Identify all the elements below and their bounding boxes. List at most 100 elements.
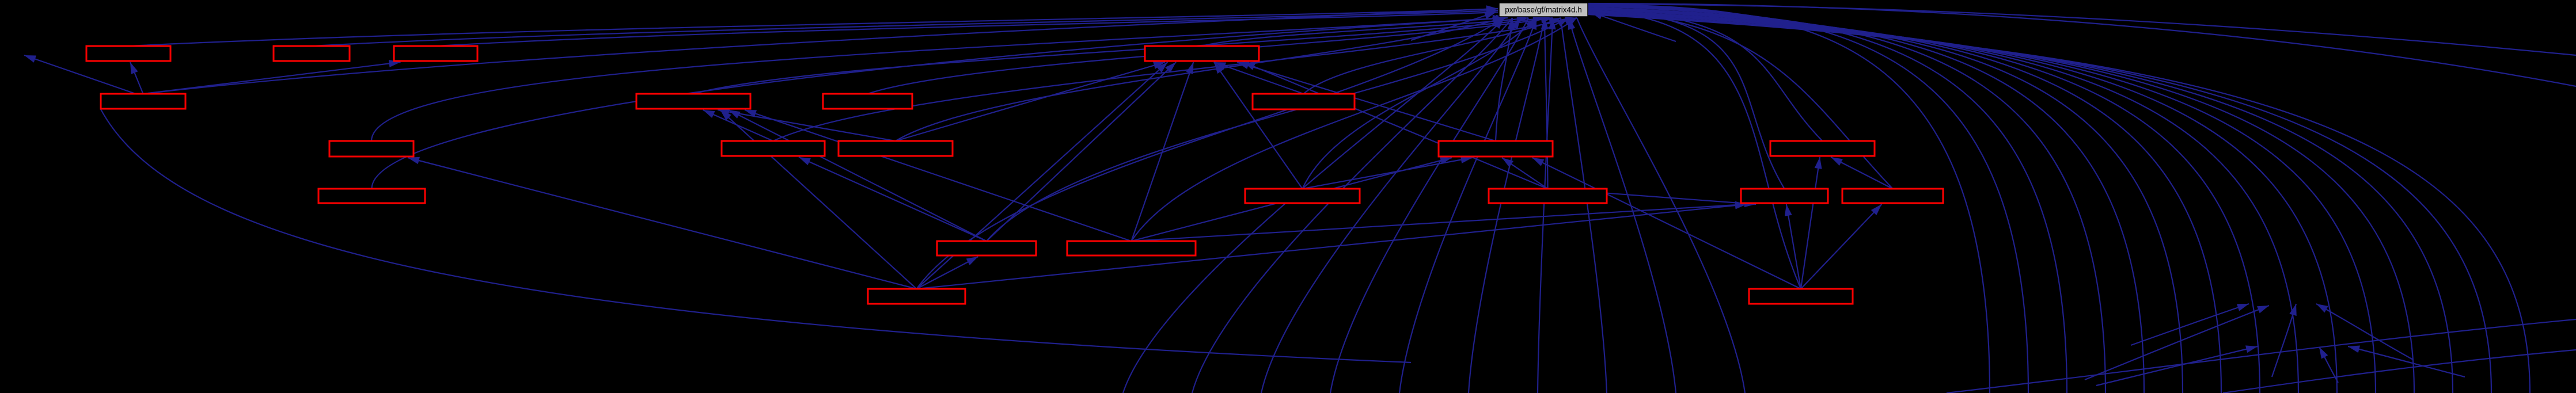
edge-arrowhead (1557, 18, 1569, 27)
graph-edge (916, 203, 1747, 290)
graph-node[interactable] (837, 140, 954, 157)
edge-arrowhead (1214, 62, 1227, 70)
edges-layer (24, 2, 2576, 393)
graph-edge (1537, 17, 1554, 393)
graph-edge (1587, 5, 2107, 393)
graph-node[interactable] (100, 93, 187, 110)
graph-edge (1587, 5, 2068, 393)
graph-node[interactable] (393, 45, 479, 62)
graph-edge (2130, 303, 2249, 346)
graph-edge (1587, 7, 2184, 393)
graph-edge (435, 11, 1498, 47)
edge-arrowhead (1486, 5, 1498, 13)
edge-arrowhead (130, 62, 138, 74)
edge-arrowhead (1213, 62, 1224, 74)
graph-node[interactable] (272, 45, 351, 62)
graph-edge (1467, 17, 1546, 393)
graph-node[interactable] (635, 93, 752, 110)
graph-edge (1587, 3, 2576, 56)
graph-edge (1560, 17, 1608, 393)
graph-node[interactable] (1841, 188, 1944, 204)
graph-node[interactable] (317, 188, 426, 204)
graph-edge (2271, 303, 2297, 377)
graph-edge (1532, 157, 1801, 289)
graph-edge (1130, 17, 1577, 242)
edge-arrowhead (24, 55, 37, 63)
edge-arrowhead (720, 110, 731, 121)
graph-node[interactable] (1769, 140, 1876, 157)
graph-node[interactable] (867, 288, 966, 305)
graph-node[interactable] (1251, 93, 1356, 110)
graph-node[interactable] (1244, 188, 1361, 204)
root-node[interactable]: pxr/base/gf/matrix4d.h (1498, 2, 1588, 17)
edge-arrowhead (703, 110, 715, 119)
root-node-box[interactable] (1498, 2, 1588, 17)
graph-node[interactable] (85, 45, 172, 62)
graph-edge (1587, 7, 2222, 393)
edge-arrowhead (1165, 62, 1177, 73)
edge-arrowhead (2236, 304, 2249, 311)
graph-edge (1587, 2, 2576, 87)
graph-edge (1302, 17, 1537, 189)
graph-edge (370, 17, 1505, 142)
graph-edge (1587, 6, 2145, 393)
edge-arrowhead (1156, 62, 1168, 73)
graph-edge (1303, 17, 1561, 94)
edge-arrowhead (2257, 306, 2269, 314)
graph-edge (916, 62, 1169, 289)
edge-arrowhead (1568, 18, 1576, 30)
graph-edge (1587, 4, 2029, 393)
graph-edge (2096, 345, 2258, 387)
edge-arrowhead (1548, 18, 1556, 30)
edge-arrowhead (798, 157, 811, 166)
edge-arrowhead (1784, 204, 1792, 216)
graph-edge (1213, 62, 1303, 189)
graph-edge (1946, 318, 2576, 393)
graph-edge (24, 54, 145, 98)
graph-edge (1800, 157, 1821, 289)
graph-edge (773, 17, 1577, 142)
graph-node[interactable] (1748, 288, 1854, 305)
edge-arrowhead (1493, 18, 1504, 29)
graph-edge (1587, 9, 2300, 393)
graph-node[interactable] (720, 140, 826, 157)
graph-node[interactable] (1740, 188, 1829, 204)
graph-node[interactable] (822, 93, 913, 110)
graph-edge (798, 156, 987, 242)
graph-edge (100, 109, 1412, 364)
edge-arrowhead (1814, 157, 1822, 169)
graph-edge (744, 109, 1132, 242)
graph-node[interactable] (1437, 140, 1554, 158)
edge-arrowhead (1484, 12, 1496, 20)
graph-edge (986, 62, 1177, 242)
edge-arrowhead (2289, 304, 2297, 316)
edge-arrowhead (2316, 304, 2328, 313)
graph-node[interactable] (1144, 45, 1260, 62)
edge-arrowhead (1735, 201, 1747, 209)
graph-edge (1588, 9, 1802, 289)
edge-arrowhead (1460, 156, 1473, 163)
graph-node[interactable] (936, 240, 1037, 257)
graph-edge (693, 17, 1545, 95)
graph-edge (1130, 62, 1194, 242)
graph-edge (1587, 13, 2531, 393)
edge-arrowhead (745, 110, 757, 117)
graph-edge (407, 157, 917, 290)
graph-edge (1587, 3, 1991, 393)
nodes-layer (85, 45, 1944, 305)
graph-edge (1122, 17, 1505, 393)
edge-arrowhead (2348, 345, 2360, 353)
graph-node[interactable] (328, 140, 415, 158)
graph-node[interactable] (1488, 188, 1608, 204)
edge-arrowhead (1529, 18, 1537, 30)
edge-arrowhead (1186, 62, 1194, 75)
graph-edge (895, 17, 1505, 142)
graph-edge (1800, 204, 1883, 289)
graph-edge (1398, 17, 1538, 393)
edge-arrowhead (1511, 18, 1520, 30)
graph-edge (1576, 17, 1746, 393)
edge-arrowhead (1831, 157, 1843, 166)
graph-node[interactable] (1066, 240, 1197, 257)
graph-edge (1302, 157, 1473, 190)
graph-edge (1260, 17, 1521, 393)
